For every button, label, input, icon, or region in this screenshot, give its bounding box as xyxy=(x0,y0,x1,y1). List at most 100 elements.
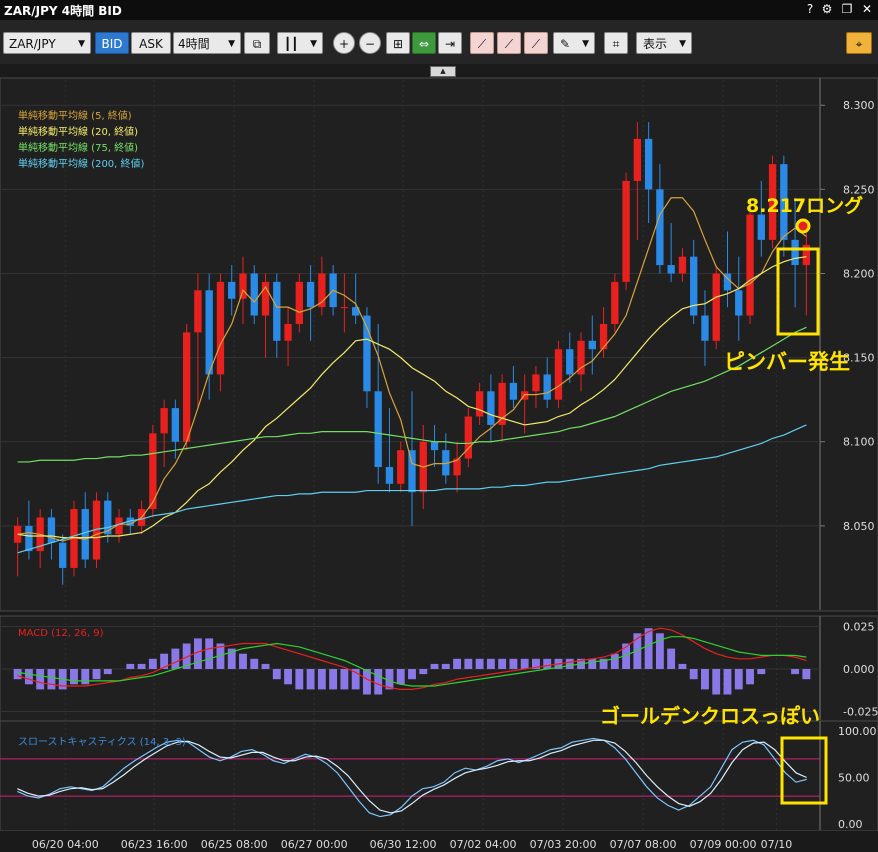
symbol-select[interactable]: ZAR/JPY ▼ xyxy=(3,32,91,54)
candle-body xyxy=(599,323,608,350)
candle-body xyxy=(566,349,574,375)
macd-histogram-bar xyxy=(723,669,732,695)
macd-histogram-bar xyxy=(701,669,709,690)
macd-histogram-bar xyxy=(498,658,507,669)
macd-histogram-bar xyxy=(622,643,631,669)
annotation-long-entry: 8.217ロング xyxy=(746,194,863,217)
macd-histogram-bar xyxy=(216,643,225,669)
zoom-in-icon[interactable]: + xyxy=(333,32,355,54)
sma-line-4 xyxy=(17,424,807,554)
x-tick-label: 06/30 12:00 xyxy=(370,838,437,851)
candle-body xyxy=(397,450,405,484)
ask-button[interactable]: ASK xyxy=(131,32,171,54)
target-icon[interactable]: ⌖ xyxy=(846,32,872,54)
crosshair-icon[interactable]: ⊞ xyxy=(386,32,410,54)
macd-histogram-bar xyxy=(250,658,259,669)
macd-histogram-bar xyxy=(746,669,754,685)
candle-body xyxy=(59,542,67,568)
macd-histogram-bar xyxy=(205,638,214,669)
y-tick-label: 8.150 xyxy=(843,352,875,365)
macd-histogram-bar xyxy=(520,658,529,669)
candle-body xyxy=(656,189,664,266)
candle-body xyxy=(47,517,56,543)
draw-trend-icon[interactable]: ⟋ xyxy=(497,32,521,54)
zoom-out-icon[interactable]: − xyxy=(359,32,381,54)
candle-body xyxy=(216,281,225,375)
collapse-toggle[interactable]: ▲ xyxy=(430,66,456,77)
macd-histogram-bar xyxy=(430,663,439,669)
timeframe-value: 4時間 xyxy=(178,37,210,51)
macd-histogram-bar xyxy=(599,658,608,669)
candle-body xyxy=(182,332,191,442)
scroll-latest-icon[interactable]: ⇥ xyxy=(438,32,462,54)
chart-type-select[interactable]: ┃┃ ▼ xyxy=(277,32,323,54)
candle-body xyxy=(532,374,540,392)
candle-body xyxy=(690,256,698,316)
draw-line-icon[interactable]: ⟋ xyxy=(470,32,494,54)
macd-histogram-bar xyxy=(385,669,394,690)
window-title-bar: ZAR/JPY 4時間 BID ? ⚙ ❐ ✕ xyxy=(0,0,878,20)
macd-histogram-bar xyxy=(408,669,416,680)
macd-histogram-bar xyxy=(667,648,676,669)
restore-icon[interactable]: ❐ xyxy=(841,2,853,16)
macd-histogram-bar xyxy=(757,669,766,675)
candle-body xyxy=(622,180,630,282)
candle-body xyxy=(160,408,168,434)
x-tick-label: 07/10 xyxy=(761,838,793,851)
macd-histogram-bar xyxy=(362,669,371,695)
erase-drawing-icon[interactable]: ⟋ xyxy=(524,32,548,54)
macd-histogram-bar xyxy=(193,638,202,669)
bid-button[interactable]: BID xyxy=(95,32,129,54)
candle-body xyxy=(92,500,101,560)
candle-body xyxy=(430,441,439,451)
pinbar-highlight-box xyxy=(776,247,820,336)
candle-body xyxy=(678,256,687,274)
sync-icon[interactable]: ⧉ xyxy=(244,32,270,54)
legend-sma-5: 単純移動平均線 (5, 終値) xyxy=(18,109,132,122)
y-tick-label: 8.100 xyxy=(843,436,875,449)
candle-body xyxy=(464,416,472,459)
macd-histogram-bar xyxy=(475,658,484,669)
candle-body xyxy=(633,138,642,181)
candle-body xyxy=(509,382,518,400)
y-tick-label: 8.050 xyxy=(843,520,875,533)
y-tick-label: -0.025 xyxy=(843,706,878,719)
macd-histogram-bar xyxy=(160,653,169,669)
chevron-down-icon: ▼ xyxy=(78,39,85,49)
macd-histogram-bar xyxy=(70,669,78,685)
candle-body xyxy=(250,273,258,316)
help-icon[interactable]: ? xyxy=(806,2,814,16)
macd-histogram-bar xyxy=(137,663,146,669)
gear-icon[interactable]: ⚙ xyxy=(821,2,833,16)
macd-histogram-bar xyxy=(565,658,574,669)
timeframe-select[interactable]: 4時間 ▼ xyxy=(173,32,241,54)
candle-body xyxy=(70,509,78,568)
y-tick-label: 0.00 xyxy=(838,818,863,831)
candle-body xyxy=(802,244,811,266)
candle-body xyxy=(284,323,292,341)
x-tick-label: 07/02 04:00 xyxy=(450,838,517,851)
macd-histogram-bar xyxy=(182,643,191,669)
display-menu[interactable]: 表示 ▼ xyxy=(636,32,692,54)
candle-body xyxy=(735,290,743,316)
macd-histogram-bar xyxy=(239,653,247,669)
chevron-down-icon: ▼ xyxy=(582,39,589,49)
candle-body xyxy=(768,164,777,240)
toolbar: ZAR/JPY ▼ BID ASK 4時間 ▼ ⧉ ┃┃ ▼ + − ⊞ ⇔ ⇥ ⟋ … xyxy=(0,20,878,64)
fit-width-icon[interactable]: ⇔ xyxy=(412,32,436,54)
candle-body xyxy=(363,315,371,392)
window-title: ZAR/JPY 4時間 BID xyxy=(4,4,122,18)
legend-stoch: スローストキャスティクス (14, 3, 3) xyxy=(18,736,186,748)
pen-icon: ✎ xyxy=(560,37,571,51)
close-icon[interactable]: ✕ xyxy=(861,2,873,16)
candle-body xyxy=(194,290,202,333)
indicator-icon[interactable]: ⌗ xyxy=(604,32,628,54)
candle-body xyxy=(273,281,281,341)
pen-select[interactable]: ✎ ▼ xyxy=(553,32,595,54)
candle-body xyxy=(126,517,134,526)
sma-line-3 xyxy=(17,326,807,463)
candlestick-icon: ┃┃ xyxy=(284,37,299,51)
annotation-pinbar: ピンバー発生 xyxy=(724,350,850,374)
candle-body xyxy=(408,450,416,493)
